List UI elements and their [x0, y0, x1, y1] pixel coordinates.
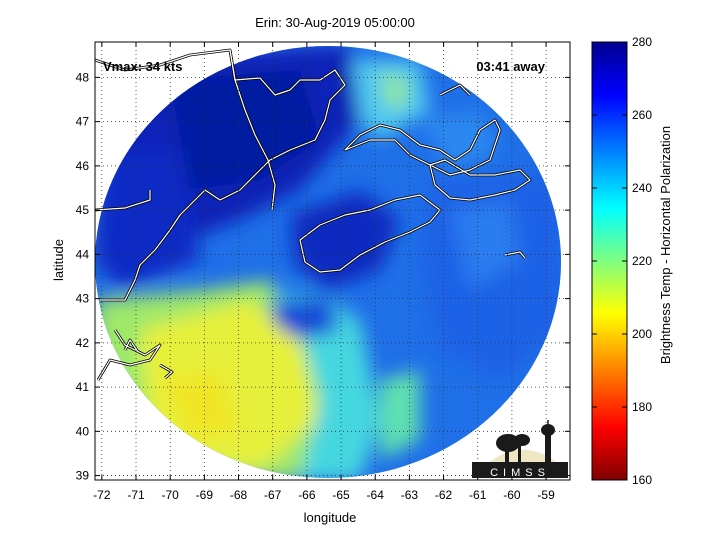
axes-frame: [94, 41, 571, 481]
colorbar-tick-label: 160: [632, 473, 652, 487]
x-tick-label: -68: [230, 488, 248, 502]
y-tick-label: 42: [76, 336, 90, 350]
x-tick-label: -67: [264, 488, 282, 502]
colorbar-label: Brightness Temp - Horizontal Polarizatio…: [658, 126, 673, 364]
vmax-annotation: Vmax: 34 kts: [103, 59, 183, 74]
y-tick-label: 46: [76, 159, 90, 173]
coastlines: [95, 48, 532, 381]
x-tick-label: -66: [298, 488, 316, 502]
x-tick-label: -60: [503, 488, 521, 502]
x-axis-label: longitude: [304, 510, 357, 525]
colorbar-ticks: 160 180 200 220 240 260 280: [592, 35, 652, 487]
x-tick-label: -64: [367, 488, 385, 502]
colorbar-tick-label: 280: [632, 35, 652, 49]
colorbar-tick-label: 200: [632, 327, 652, 341]
map-title: Erin: 30-Aug-2019 05:00:00: [255, 15, 415, 30]
y-tick-label: 41: [76, 380, 90, 394]
x-tick-label: -71: [127, 488, 145, 502]
y-tick-label: 44: [76, 247, 90, 261]
y-tick-label: 40: [76, 424, 90, 438]
x-tick-label: -62: [435, 488, 453, 502]
colorbar-tick-label: 220: [632, 254, 652, 268]
colorbar: 160 180 200 220 240 260 280 Brightness Temp - …: [591, 35, 673, 487]
x-tick-label: -69: [196, 488, 214, 502]
cimss-logo-text: CIMSS: [490, 467, 550, 479]
cimss-logo: CIMSS: [472, 420, 568, 479]
x-tick-label: -63: [401, 488, 419, 502]
colorbar-gradient: [591, 41, 628, 481]
y-tick-label: 45: [76, 203, 90, 217]
longitude-ticks: -72 -71 -70 -69 -68 -67 -66 -65 -64 -63 -62 -61 -60 -…: [93, 42, 555, 502]
y-axis-label: latitude: [51, 239, 66, 281]
y-tick-label: 48: [76, 70, 90, 84]
y-tick-label: 39: [76, 469, 90, 483]
latitude-ticks: 39 40 41 42 43 44 45 46 47 48: [76, 70, 570, 483]
time-away-annotation: 03:41 away: [476, 59, 545, 74]
colorbar-tick-label: 240: [632, 181, 652, 195]
y-tick-label: 43: [76, 292, 90, 306]
colorbar-tick-label: 260: [632, 108, 652, 122]
x-tick-label: -72: [93, 488, 111, 502]
colorbar-tick-label: 180: [632, 400, 652, 414]
brightness-temperature-field: [95, 46, 561, 478]
x-tick-label: -59: [537, 488, 555, 502]
x-tick-label: -61: [469, 488, 487, 502]
x-tick-label: -70: [162, 488, 180, 502]
y-tick-label: 47: [76, 115, 90, 129]
x-tick-label: -65: [332, 488, 350, 502]
